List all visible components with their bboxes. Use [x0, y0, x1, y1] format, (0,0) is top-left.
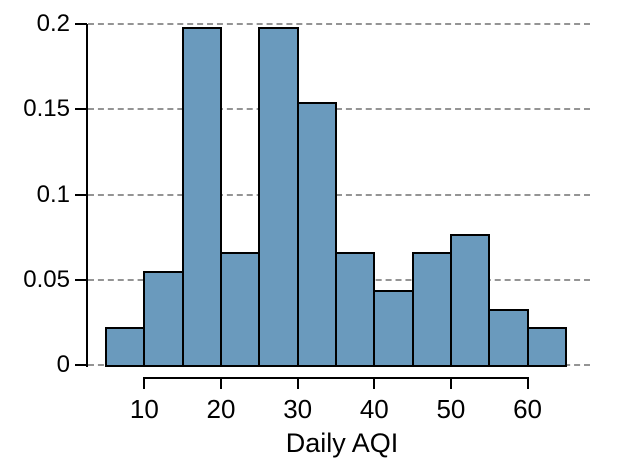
y-tick-label: 0.05: [23, 265, 70, 293]
histogram-bar: [488, 308, 529, 367]
x-tick: [220, 377, 223, 389]
x-tick-label: 50: [436, 394, 466, 424]
x-tick: [526, 377, 529, 389]
y-tick: [75, 364, 87, 366]
x-axis-line: [143, 377, 529, 379]
y-tick: [75, 23, 87, 25]
histogram-bar: [105, 327, 146, 367]
histogram-bar: [449, 233, 491, 367]
histogram-bar: [373, 289, 414, 367]
x-tick-label: 60: [513, 394, 542, 424]
x-axis-title: Daily AQI: [285, 428, 399, 458]
y-tick-label: 0: [56, 351, 70, 378]
histogram-bar: [258, 27, 299, 367]
x-tick: [296, 377, 299, 389]
histogram-bar: [181, 27, 223, 367]
histogram-bar: [334, 252, 376, 367]
x-tick: [373, 377, 376, 389]
histogram-bar: [143, 271, 184, 367]
x-tick-label: 30: [283, 394, 313, 424]
histogram-bar: [220, 252, 261, 367]
y-tick: [75, 278, 87, 281]
x-tick-label: 40: [359, 394, 389, 424]
gridline: [88, 23, 590, 25]
y-tick-label: 0.2: [36, 10, 70, 37]
x-tick: [143, 377, 146, 389]
x-tick-label: 10: [129, 394, 159, 424]
y-tick-label: 0.1: [36, 180, 70, 208]
x-tick: [449, 377, 452, 389]
y-tick-label: 0.15: [23, 95, 70, 123]
y-tick: [75, 193, 87, 196]
histogram-bar: [411, 252, 452, 367]
y-tick: [75, 108, 87, 111]
x-tick-label: 20: [206, 394, 236, 424]
histogram-bar: [526, 327, 567, 367]
gridline: [88, 193, 590, 196]
y-axis-line: [86, 24, 88, 367]
histogram-bar: [296, 102, 337, 367]
gridline: [88, 108, 590, 111]
